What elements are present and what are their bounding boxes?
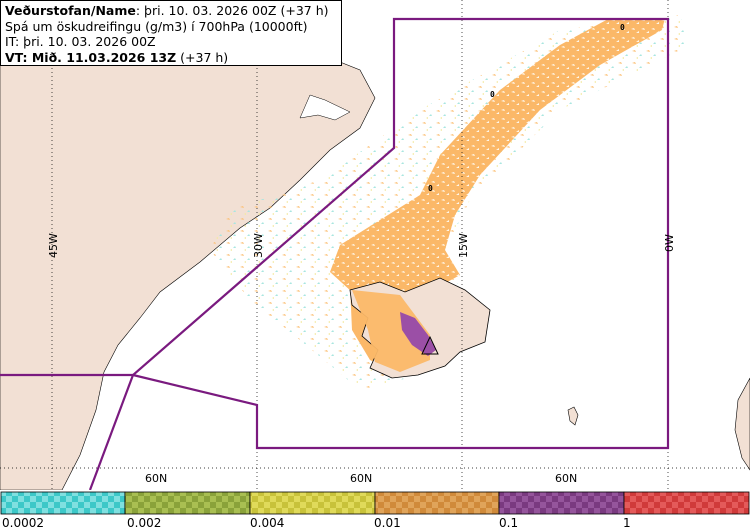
contour-label: 0 xyxy=(428,184,433,193)
faroe-islands xyxy=(567,406,579,426)
legend-swatch-5 xyxy=(623,491,750,515)
norway-land xyxy=(734,377,750,471)
ash-plume xyxy=(330,18,665,300)
legend-tick-1: 0.002 xyxy=(127,516,162,530)
meridian-label-15w: 15W xyxy=(457,233,470,258)
greenland-fjord xyxy=(299,94,351,121)
header-line-2: Spá um öskudreifingu (g/m3) í 700hPa (10… xyxy=(5,18,308,34)
map-canvas[interactable]: 45W 30W 15W 0W 60N 60N 60N 0 0 0 xyxy=(0,0,750,490)
fir-boundary xyxy=(0,17,670,490)
legend-swatch-1 xyxy=(124,491,251,515)
color-legend xyxy=(0,491,750,515)
header-line-1: Veðurstofan/Name: þri. 10. 03. 2026 00Z … xyxy=(5,3,337,19)
valid-offset: (+37 h) xyxy=(176,49,229,65)
legend-tick-0: 0.0002 xyxy=(2,516,44,530)
volcano-triangle-icon xyxy=(421,335,439,355)
legend-swatch-2 xyxy=(249,491,376,515)
valid-time: VT: Mið. 11.03.2026 13Z xyxy=(5,49,177,65)
ash-high-concentration xyxy=(400,312,436,356)
header-line-4: VT: Mið. 11.03.2026 13Z (+37 h) xyxy=(5,50,337,66)
meridian-label-30w: 30W xyxy=(252,233,265,258)
legend-swatch-3 xyxy=(374,491,500,515)
header-line-3: IT: þri. 10. 03. 2026 00Z xyxy=(5,34,156,49)
forecast-info-box: Veðurstofan/Name: þri. 10. 03. 2026 00Z … xyxy=(0,0,342,66)
legend-tick-4: 0.1 xyxy=(499,516,519,530)
legend-tick-2: 0.004 xyxy=(250,516,285,530)
legend-tick-3: 0.01 xyxy=(374,516,401,530)
contour-label: 0 xyxy=(490,90,495,99)
contour-label: 0 xyxy=(620,23,625,32)
legend-swatch-4 xyxy=(498,491,625,515)
parallel-label-1: 60N xyxy=(145,472,167,485)
issuer-label: Veðurstofan/Name xyxy=(5,3,136,18)
legend-tick-5: 1 xyxy=(623,516,631,530)
legend-swatch-0 xyxy=(0,491,126,515)
meridian-label-0w: 0W xyxy=(663,234,676,252)
parallel-label-3: 60N xyxy=(555,472,577,485)
ash-over-iceland xyxy=(352,290,430,372)
parallel-label-2: 60N xyxy=(350,472,372,485)
issue-time: : þri. 10. 03. 2026 00Z (+37 h) xyxy=(135,3,329,18)
meridian-label-45w: 45W xyxy=(47,233,60,258)
